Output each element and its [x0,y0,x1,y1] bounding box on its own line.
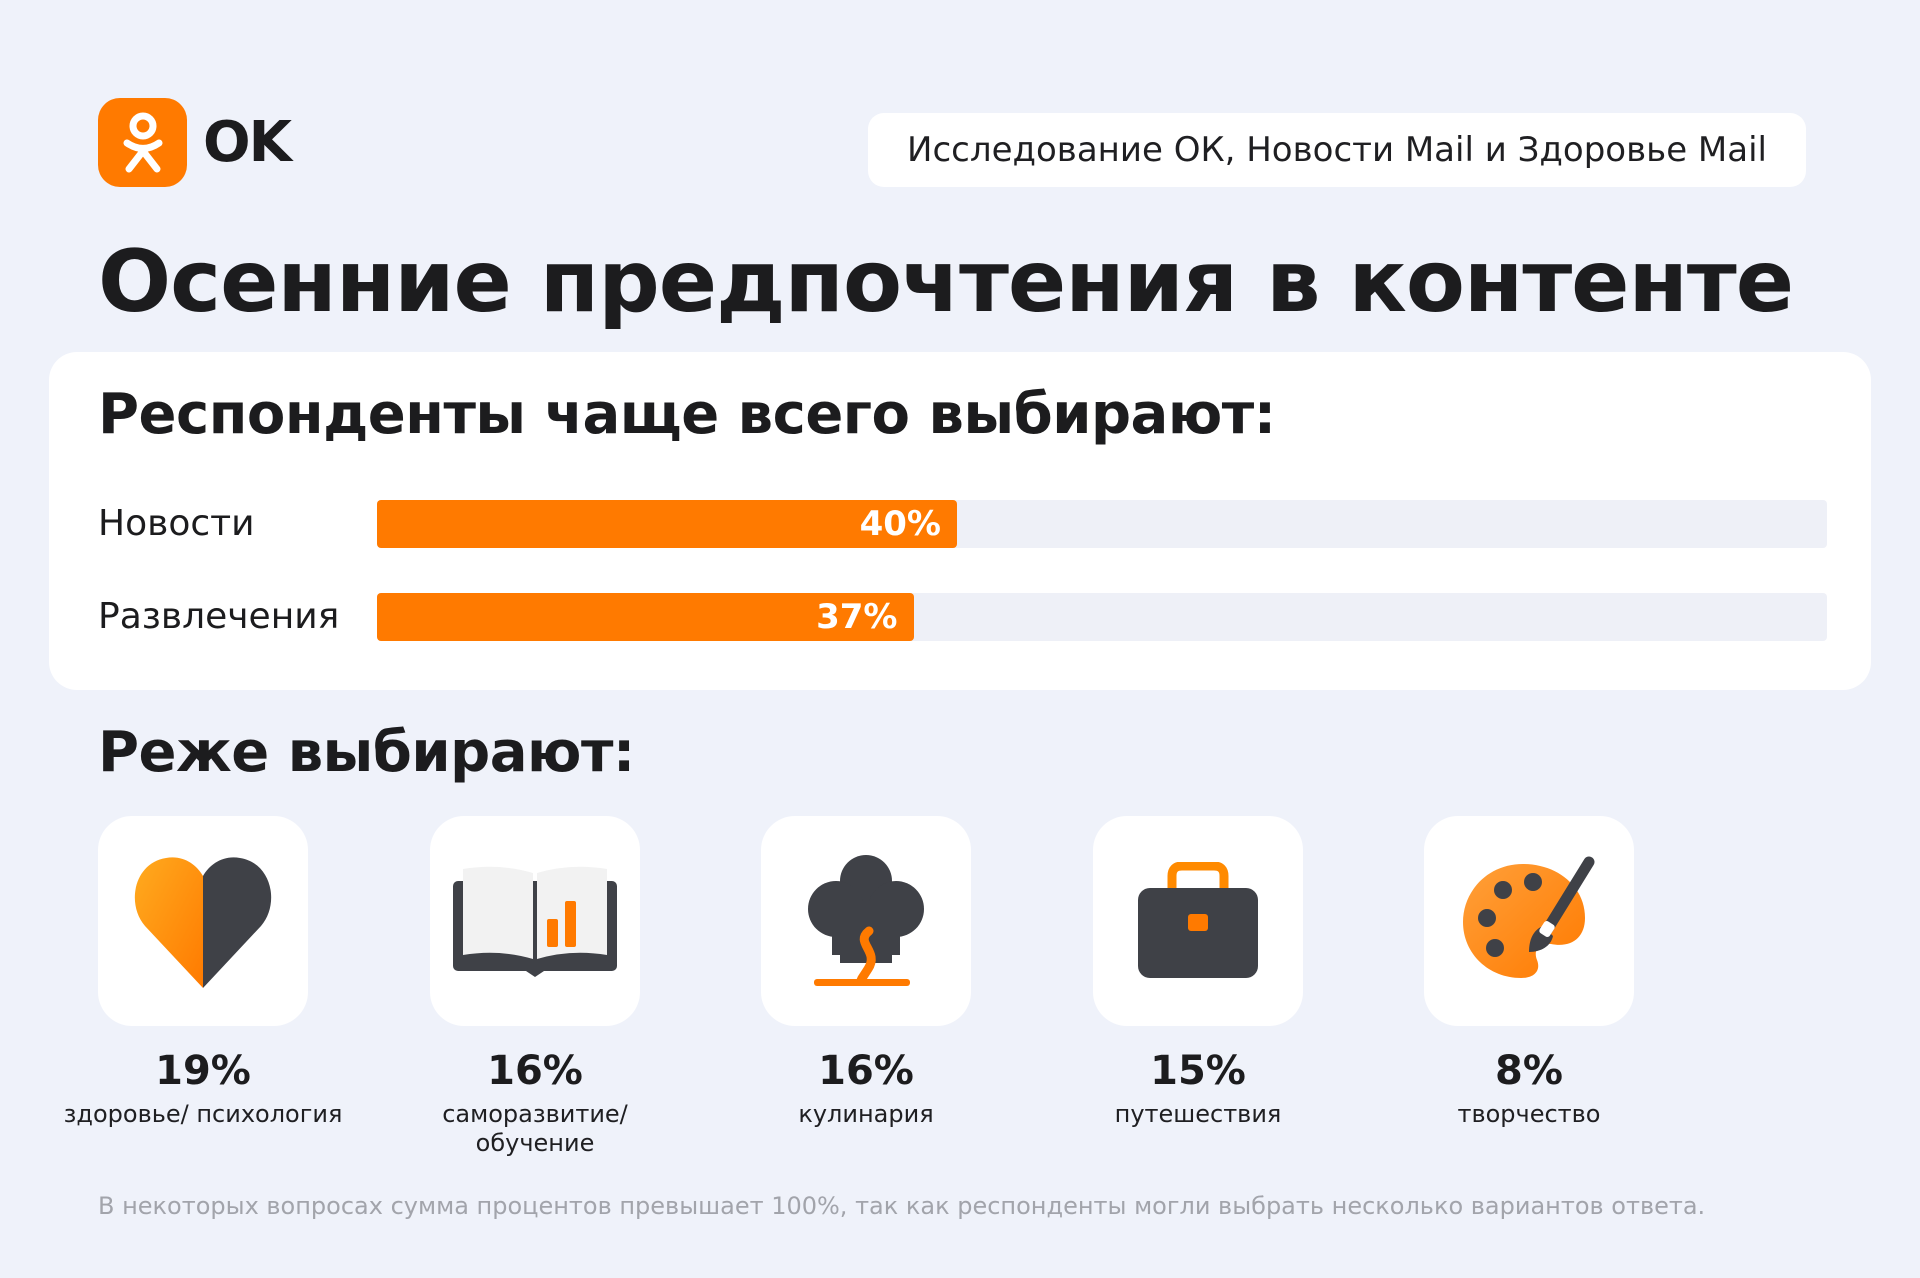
category-value: 15% [1150,1048,1246,1094]
category-creativity: 8% творчество [1424,816,1634,1129]
category-label: путешествия [1114,1100,1282,1128]
bar-value-entertainment: 37% [816,597,898,637]
logo-text: OK [203,110,292,175]
bar-track-news: 40% [377,500,1827,548]
category-label: саморазвитие/ обучение [442,1100,628,1157]
bar-track-entertainment: 37% [377,593,1827,641]
top-choices-title: Респонденты чаще всего выбирают: [98,382,1276,447]
bar-row-news: Новости 40% [98,500,1828,548]
bar-label-news: Новости [98,503,255,544]
category-value: 19% [155,1048,251,1094]
top-choices-card: Респонденты чаще всего выбирают: Новости… [49,352,1871,690]
category-health: 19% здоровье/ психология [64,816,342,1129]
bar-value-news: 40% [859,504,941,544]
ok-logo: OK [98,98,292,187]
footnote: В некоторых вопросах сумма процентов пре… [98,1192,1706,1220]
chef-hat-icon [761,816,971,1026]
category-value: 16% [818,1048,914,1094]
briefcase-icon [1093,816,1303,1026]
category-label: кулинария [798,1100,934,1128]
category-label: здоровье/ психология [63,1100,343,1128]
bar-news: 40% [377,500,957,548]
category-value: 16% [487,1048,583,1094]
category-self-development: 16% саморазвитие/ обучение [430,816,640,1158]
ok-person-icon [98,98,187,187]
category-value: 8% [1495,1048,1563,1094]
category-travel: 15% путешествия [1093,816,1303,1129]
page-title: Осенние предпочтения в контенте [98,232,1794,332]
bar-label-entertainment: Развлечения [98,596,340,637]
palette-brush-icon [1424,816,1634,1026]
bar-entertainment: 37% [377,593,914,641]
less-chosen-title: Реже выбирают: [98,720,635,785]
heart-icon [98,816,308,1026]
category-cooking: 16% кулинария [761,816,971,1129]
source-label: Исследование ОК, Новости Mail и Здоровье… [868,113,1806,187]
open-book-chart-icon [430,816,640,1026]
category-label: творчество [1457,1100,1601,1128]
bar-row-entertainment: Развлечения 37% [98,593,1828,641]
